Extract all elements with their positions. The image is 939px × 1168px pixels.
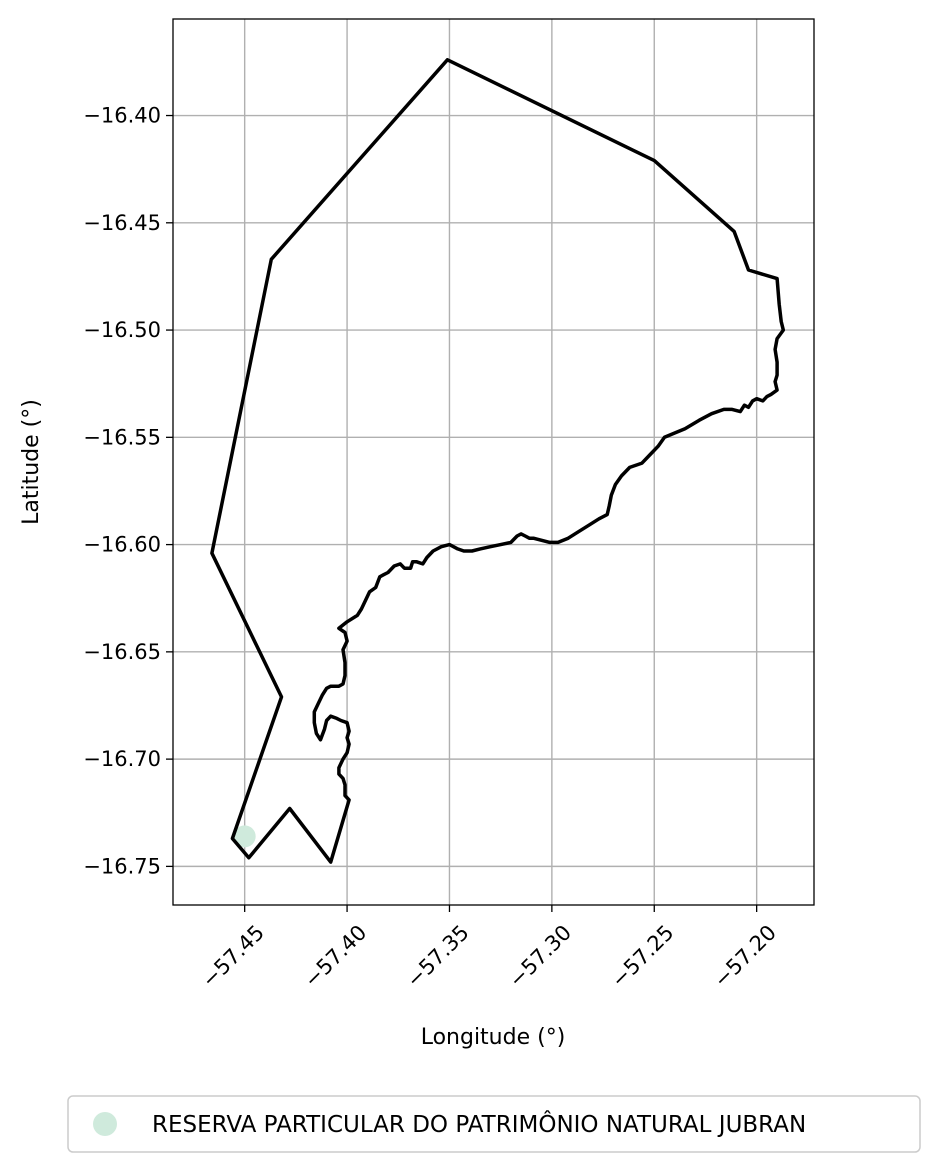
- x-axis-label: Longitude (°): [421, 1025, 566, 1050]
- point-layer: [233, 825, 256, 848]
- legend-entry-label: RESERVA PARTICULAR DO PATRIMÔNIO NATURAL…: [152, 1110, 806, 1138]
- x-axis-ticks: −57.45 −57.40 −57.35 −57.30 −57.25 −57.20: [197, 905, 781, 992]
- reserve-boundary-outline: [210, 58, 786, 864]
- grid: [173, 19, 814, 905]
- y-tick-label: −16.65: [83, 640, 161, 664]
- axes-frame: [172, 18, 815, 906]
- y-tick-label: −16.70: [83, 747, 161, 771]
- reserve-point-marker: [233, 825, 256, 848]
- y-axis-label: Latitude (°): [19, 399, 44, 525]
- y-tick-label: −16.60: [83, 533, 161, 557]
- y-tick-label: −16.40: [83, 104, 161, 128]
- y-axis-ticks: −16.40 −16.45 −16.50 −16.55 −16.60 −16.65 −16.…: [83, 104, 173, 878]
- legend-frame: [67, 1095, 921, 1153]
- x-tick-label: −57.20: [709, 920, 781, 992]
- y-tick-label: −16.45: [83, 211, 161, 235]
- x-tick-label: −57.25: [607, 920, 679, 992]
- x-tick-label: −57.40: [299, 920, 371, 992]
- x-tick-label: −57.30: [504, 920, 576, 992]
- x-tick-label: −57.35: [402, 920, 474, 992]
- y-tick-label: −16.50: [83, 318, 161, 342]
- y-tick-label: −16.75: [83, 854, 161, 878]
- x-tick-label: −57.45: [197, 920, 269, 992]
- legend: RESERVA PARTICULAR DO PATRIMÔNIO NATURAL…: [67, 1095, 921, 1153]
- y-tick-label: −16.55: [83, 425, 161, 449]
- boundary-layer: [210, 58, 786, 864]
- legend-marker: [93, 1112, 117, 1136]
